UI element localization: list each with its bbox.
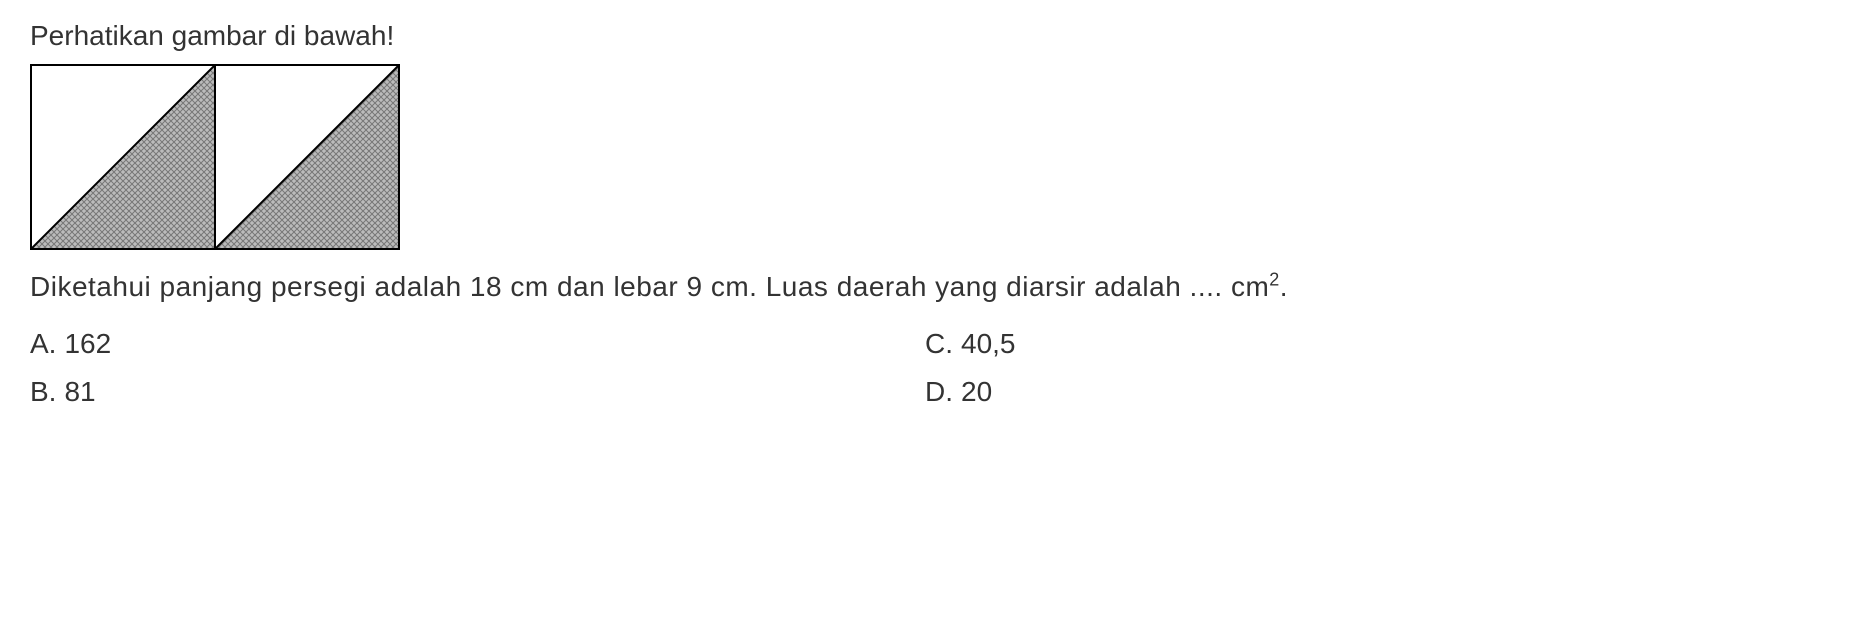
description-part2: . [1280,271,1288,302]
figure-container [30,64,1822,250]
question-description: Diketahui panjang persegi adalah 18 cm d… [30,266,1822,308]
description-exponent: 2 [1269,270,1280,290]
option-d-label: D. [925,376,953,408]
option-d: D. 20 [925,376,1780,408]
options-grid: A. 162 C. 40,5 B. 81 D. 20 [30,328,1780,408]
instruction-text: Perhatikan gambar di bawah! [30,20,1822,52]
option-a-value: 162 [64,328,111,360]
option-b-label: B. [30,376,56,408]
option-b: B. 81 [30,376,885,408]
option-c: C. 40,5 [925,328,1780,360]
option-a: A. 162 [30,328,885,360]
option-a-label: A. [30,328,56,360]
option-d-value: 20 [961,376,992,408]
option-b-value: 81 [64,376,95,408]
option-c-label: C. [925,328,953,360]
description-part1: Diketahui panjang persegi adalah 18 cm d… [30,271,1269,302]
option-c-value: 40,5 [961,328,1016,360]
geometry-figure [30,64,400,250]
